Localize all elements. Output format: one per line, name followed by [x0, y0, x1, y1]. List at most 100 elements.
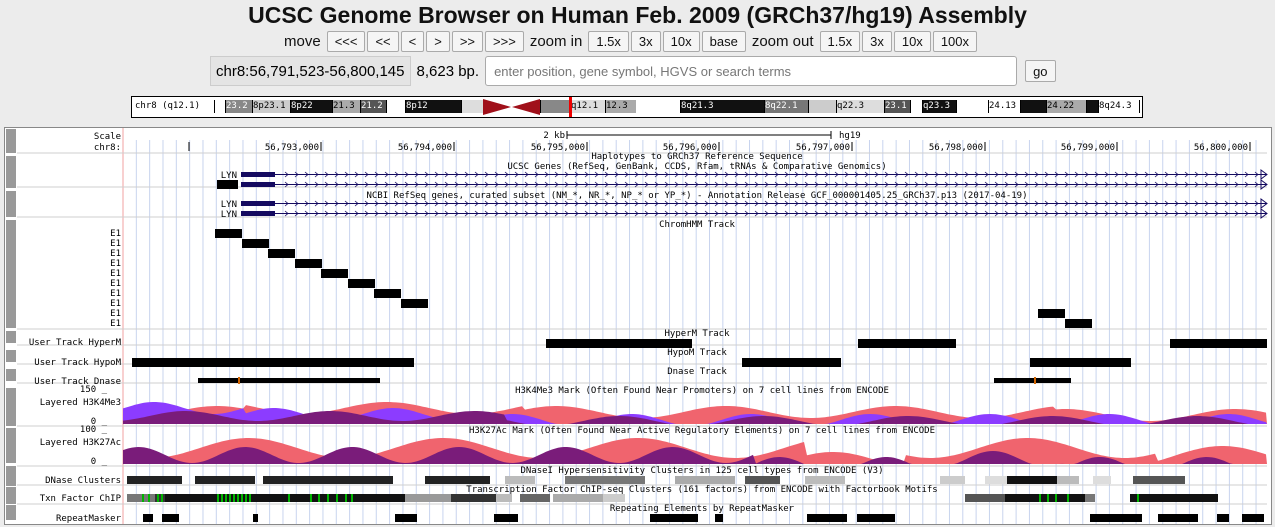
gene-strand-arrow: [924, 200, 929, 207]
gene-strand-arrow: [494, 200, 499, 207]
gene-strand-arrow: [784, 200, 789, 207]
move-small-left-button[interactable]: <: [400, 30, 425, 52]
gene-strand-arrow: [674, 210, 679, 217]
gene-end-arrow: [1260, 179, 1268, 190]
gene-strand-arrow: [1254, 200, 1259, 207]
gene-strand-arrow: [1194, 171, 1199, 178]
gene-strand-arrow: [644, 200, 649, 207]
move-right-button[interactable]: >>: [451, 30, 484, 52]
gene-strand-arrow: [654, 171, 659, 178]
gene-label-box: [217, 180, 238, 189]
track-panel[interactable]: Scale chr8: 2 kb hg19 56,793,000 56,794,000 56…: [4, 127, 1272, 525]
position-display: chr8:56,791,523-56,800,145: [210, 56, 411, 86]
ideogram-band: 24.22: [1046, 100, 1087, 113]
gene-strand-arrow: [1074, 210, 1079, 217]
gene-strand-arrow: [744, 171, 749, 178]
gene-strand-arrow: [824, 200, 829, 207]
gene-strand-arrow: [1014, 200, 1019, 207]
gene-strand-arrow: [674, 171, 679, 178]
gene-strand-arrow: [904, 181, 909, 188]
track-title-h3k27ac: H3K27Ac Mark (Often Found Near Active Re…: [469, 426, 935, 436]
gene-strand-arrow: [804, 210, 809, 217]
track-label-dnase-clusters: DNase Clusters: [45, 476, 121, 486]
tfbs-motif: [249, 494, 251, 502]
gene-strand-arrow: [444, 200, 449, 207]
move-small-right-button[interactable]: >: [426, 30, 450, 52]
gene-strand-arrow: [674, 200, 679, 207]
gene-strand-arrow: [1164, 200, 1169, 207]
chromosome-ideogram[interactable]: chr8 (q12.1) 23.2 8p23.1 8p22 21.3 21.2 …: [131, 96, 1143, 118]
gene-strand-arrow: [494, 181, 499, 188]
gene-strand-arrow: [424, 181, 429, 188]
gene-strand-arrow: [1054, 200, 1059, 207]
gene-strand-arrow: [484, 200, 489, 207]
zoom-out-10x-button[interactable]: 10x: [893, 30, 931, 52]
move-far-right-button[interactable]: >>>: [485, 30, 524, 52]
gene-strand-arrow: [754, 210, 759, 217]
tfbs-motif: [229, 494, 231, 502]
gene-strand-arrow: [504, 200, 509, 207]
gene-strand-arrow: [1044, 200, 1049, 207]
gene-strand-arrow: [1184, 210, 1189, 217]
track-side-button: [6, 156, 16, 188]
zoom-in-1-5x-button[interactable]: 1.5x: [588, 30, 629, 52]
go-button[interactable]: go: [1025, 60, 1056, 82]
gene-strand-arrow: [554, 210, 559, 217]
gene-strand-arrow: [584, 181, 589, 188]
gene-strand-arrow: [404, 200, 409, 207]
gene-strand-arrow: [734, 200, 739, 207]
chromhmm-item-label: E1: [110, 289, 121, 299]
gene-strand-arrow: [1194, 210, 1199, 217]
zoom-out-3x-button[interactable]: 3x: [862, 30, 892, 52]
gene-strand-arrow: [644, 171, 649, 178]
chromhmm-block: [374, 289, 401, 298]
gene-strand-arrow: [464, 210, 469, 217]
ruler-tick-label: 56,799,000: [1061, 143, 1115, 153]
gene-strand-arrow: [1224, 210, 1229, 217]
gene-strand-arrow: [394, 200, 399, 207]
gene-strand-arrow: [334, 181, 339, 188]
tfbs-motif: [245, 494, 247, 502]
gene-strand-arrow: [1004, 181, 1009, 188]
gene-strand-arrow: [1034, 181, 1039, 188]
position-search-input[interactable]: [485, 56, 1018, 86]
gene-strand-arrow: [434, 200, 439, 207]
zoom-out-1-5x-button[interactable]: 1.5x: [819, 30, 861, 52]
move-label: move: [284, 32, 321, 50]
gene-strand-arrow: [414, 171, 419, 178]
gene-strand-arrow: [454, 171, 459, 178]
hyperm-block: [858, 339, 956, 348]
dnase-peak: [238, 377, 240, 384]
gene-strand-arrow: [844, 171, 849, 178]
gene-strand-arrow: [354, 181, 359, 188]
gene-strand-arrow: [854, 181, 859, 188]
gene-strand-arrow: [1204, 200, 1209, 207]
region-size: 8,623 bp.: [416, 62, 480, 80]
gene-exon: [241, 182, 275, 187]
zoom-in-3x-button[interactable]: 3x: [630, 30, 661, 52]
gene-strand-arrow: [414, 200, 419, 207]
gene-strand-arrow: [1144, 200, 1149, 207]
tfbs-motif: [1055, 494, 1057, 502]
chromhmm-block: [1038, 309, 1065, 318]
zoom-out-100x-button[interactable]: 100x: [932, 30, 978, 52]
chromhmm-item-label: E1: [110, 239, 121, 249]
gene-strand-arrow: [834, 181, 839, 188]
move-left-button[interactable]: <<: [367, 30, 399, 52]
tfbs-motif: [1039, 494, 1041, 502]
gene-strand-arrow: [704, 210, 709, 217]
zoom-in-base-button[interactable]: base: [701, 30, 746, 52]
move-far-left-button[interactable]: <<<: [326, 30, 366, 52]
gene-strand-arrow: [314, 181, 319, 188]
zoom-in-10x-button[interactable]: 10x: [662, 30, 700, 52]
ideogram-band: 8q22.1: [764, 100, 809, 113]
gene-strand-arrow: [284, 181, 289, 188]
chromhmm-item-label: E1: [110, 299, 121, 309]
track-side-button: [6, 220, 16, 328]
gene-strand-arrow: [324, 171, 329, 178]
gene-strand-arrow: [1134, 210, 1139, 217]
gene-strand-arrow: [1094, 210, 1099, 217]
gene-strand-arrow: [754, 171, 759, 178]
gene-name-label: LYN: [221, 210, 237, 220]
gene-strand-arrow: [904, 171, 909, 178]
